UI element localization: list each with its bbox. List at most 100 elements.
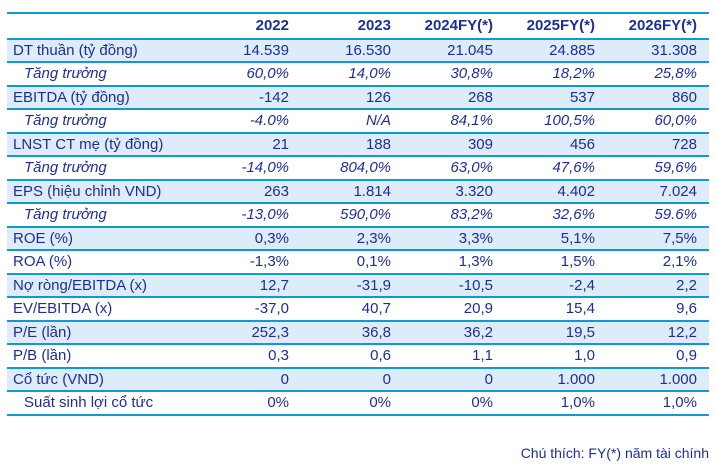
cell-value: 0% bbox=[199, 391, 301, 416]
table-row: EV/EBITDA (x) -37,0 40,7 20,9 15,4 9,6 bbox=[7, 297, 709, 322]
row-label: ROA (%) bbox=[7, 250, 199, 275]
cell-value: 1,0% bbox=[607, 391, 709, 416]
cell-value: 21 bbox=[199, 132, 301, 157]
cell-value: 0 bbox=[403, 367, 505, 392]
cell-value: 30,8% bbox=[403, 62, 505, 87]
cell-value: 14.539 bbox=[199, 38, 301, 63]
cell-value: 59,6% bbox=[607, 156, 709, 181]
row-label: EBITDA (tỷ đồng) bbox=[7, 85, 199, 110]
cell-value: 0,1% bbox=[301, 250, 403, 275]
cell-value: 1,0 bbox=[505, 344, 607, 369]
cell-value: 860 bbox=[607, 85, 709, 110]
cell-value: -2,4 bbox=[505, 273, 607, 298]
cell-value: 3.320 bbox=[403, 179, 505, 204]
financial-forecast-table: 2022 2023 2024FY(*) 2025FY(*) 2026FY(*) DT t… bbox=[7, 12, 709, 416]
cell-value: 36,8 bbox=[301, 320, 403, 345]
cell-value: 1,1 bbox=[403, 344, 505, 369]
column-header-label bbox=[7, 13, 199, 40]
cell-value: -37,0 bbox=[199, 297, 301, 322]
cell-value: 0,3% bbox=[199, 226, 301, 251]
row-label: P/E (lần) bbox=[7, 320, 199, 345]
cell-value: 19,5 bbox=[505, 320, 607, 345]
cell-value: -10,5 bbox=[403, 273, 505, 298]
cell-value: 1,3% bbox=[403, 250, 505, 275]
cell-value: 3,3% bbox=[403, 226, 505, 251]
cell-value: 2,2 bbox=[607, 273, 709, 298]
column-header-2026FY(*): 2026FY(*) bbox=[607, 13, 709, 40]
table-row: Cổ tức (VND) 0 0 0 1.000 1.000 bbox=[7, 367, 709, 392]
cell-value: 36,2 bbox=[403, 320, 505, 345]
cell-value: 309 bbox=[403, 132, 505, 157]
cell-value: 0 bbox=[301, 367, 403, 392]
cell-value: 21.045 bbox=[403, 38, 505, 63]
cell-value: -1,3% bbox=[199, 250, 301, 275]
cell-value: 32,6% bbox=[505, 203, 607, 228]
row-label: Tăng trưởng bbox=[7, 156, 199, 181]
cell-value: 0% bbox=[301, 391, 403, 416]
cell-value: 59.6% bbox=[607, 203, 709, 228]
cell-value: N/A bbox=[301, 109, 403, 134]
cell-value: 31.308 bbox=[607, 38, 709, 63]
cell-value: 0 bbox=[199, 367, 301, 392]
cell-value: 268 bbox=[403, 85, 505, 110]
row-label: Tăng trưởng bbox=[7, 62, 199, 87]
cell-value: 7.024 bbox=[607, 179, 709, 204]
cell-value: -142 bbox=[199, 85, 301, 110]
cell-value: 1,0% bbox=[505, 391, 607, 416]
column-header-2024FY(*): 2024FY(*) bbox=[403, 13, 505, 40]
cell-value: 1.814 bbox=[301, 179, 403, 204]
cell-value: 1.000 bbox=[607, 367, 709, 392]
cell-value: 728 bbox=[607, 132, 709, 157]
column-header-2025FY(*): 2025FY(*) bbox=[505, 13, 607, 40]
row-label: Nợ ròng/EBITDA (x) bbox=[7, 273, 199, 298]
table-row: Tăng trưởng -14,0% 804,0% 63,0% 47,6% 59,6% bbox=[7, 156, 709, 181]
table-row: ROA (%) -1,3% 0,1% 1,3% 1,5% 2,1% bbox=[7, 250, 709, 275]
row-label: LNST CT mẹ (tỷ đồng) bbox=[7, 132, 199, 157]
header-row: 2022 2023 2024FY(*) 2025FY(*) 2026FY(*) bbox=[7, 13, 709, 40]
cell-value: 0% bbox=[403, 391, 505, 416]
row-label: P/B (lần) bbox=[7, 344, 199, 369]
cell-value: 0,3 bbox=[199, 344, 301, 369]
cell-value: 0,9 bbox=[607, 344, 709, 369]
cell-value: 2,3% bbox=[301, 226, 403, 251]
cell-value: 18,2% bbox=[505, 62, 607, 87]
table-row: Tăng trưởng -4.0% N/A 84,1% 100,5% 60,0% bbox=[7, 109, 709, 134]
table-row: P/B (lần) 0,3 0,6 1,1 1,0 0,9 bbox=[7, 344, 709, 369]
cell-value: 5,1% bbox=[505, 226, 607, 251]
cell-value: -13,0% bbox=[199, 203, 301, 228]
row-label: DT thuần (tỷ đồng) bbox=[7, 38, 199, 63]
cell-value: 252,3 bbox=[199, 320, 301, 345]
table-body: DT thuần (tỷ đồng) 14.539 16.530 21.045 24.8… bbox=[7, 38, 709, 416]
footnote: Chú thích: FY(*) năm tài chính bbox=[520, 444, 709, 461]
cell-value: 24.885 bbox=[505, 38, 607, 63]
cell-value: 590,0% bbox=[301, 203, 403, 228]
row-label: EV/EBITDA (x) bbox=[7, 297, 199, 322]
row-label: ROE (%) bbox=[7, 226, 199, 251]
cell-value: 40,7 bbox=[301, 297, 403, 322]
cell-value: 16.530 bbox=[301, 38, 403, 63]
cell-value: 25,8% bbox=[607, 62, 709, 87]
cell-value: 126 bbox=[301, 85, 403, 110]
cell-value: 1.000 bbox=[505, 367, 607, 392]
table-row: Suất sinh lợi cổ tức 0% 0% 0% 1,0% 1,0% bbox=[7, 391, 709, 416]
cell-value: 537 bbox=[505, 85, 607, 110]
column-header-2023: 2023 bbox=[301, 13, 403, 40]
table-row: P/E (lần) 252,3 36,8 36,2 19,5 12,2 bbox=[7, 320, 709, 345]
cell-value: 263 bbox=[199, 179, 301, 204]
table-row: Tăng trưởng 60,0% 14,0% 30,8% 18,2% 25,8% bbox=[7, 62, 709, 87]
table-row: ROE (%) 0,3% 2,3% 3,3% 5,1% 7,5% bbox=[7, 226, 709, 251]
cell-value: 14,0% bbox=[301, 62, 403, 87]
cell-value: 804,0% bbox=[301, 156, 403, 181]
financial-summary-report: 2022 2023 2024FY(*) 2025FY(*) 2026FY(*) DT t… bbox=[7, 12, 709, 461]
table-row: LNST CT mẹ (tỷ đồng) 21 188 309 456 728 bbox=[7, 132, 709, 157]
cell-value: -4.0% bbox=[199, 109, 301, 134]
column-header-2022: 2022 bbox=[199, 13, 301, 40]
cell-value: 63,0% bbox=[403, 156, 505, 181]
table-row: DT thuần (tỷ đồng) 14.539 16.530 21.045 24.8… bbox=[7, 38, 709, 63]
cell-value: 47,6% bbox=[505, 156, 607, 181]
cell-value: 15,4 bbox=[505, 297, 607, 322]
cell-value: 84,1% bbox=[403, 109, 505, 134]
cell-value: 1,5% bbox=[505, 250, 607, 275]
table-row: EPS (hiệu chỉnh VND) 263 1.814 3.320 4.402 7.… bbox=[7, 179, 709, 204]
row-label: Tăng trưởng bbox=[7, 109, 199, 134]
